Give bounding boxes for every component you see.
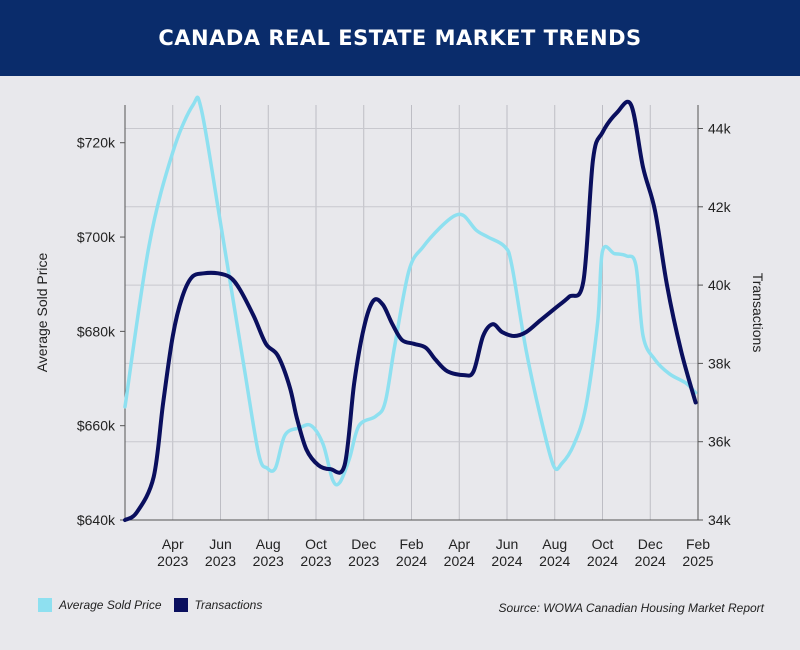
x-tick-label: Apr: [448, 536, 470, 552]
y-left-tick-label: $660k: [77, 418, 116, 434]
legend-swatch-price: [38, 598, 52, 612]
series-lines: [123, 95, 698, 522]
x-tick-label: Oct: [305, 536, 327, 552]
y-right-tick-label: 34k: [708, 512, 732, 528]
x-tick-label: 2025: [682, 553, 713, 569]
series-line-average-sold-price: [123, 95, 698, 487]
x-tick-label: Feb: [686, 536, 710, 552]
y-left-tick-label: $680k: [77, 323, 116, 339]
y-right-tick-label: 38k: [708, 355, 732, 371]
x-tick-label: 2024: [491, 553, 522, 569]
y-right-tick-label: 44k: [708, 120, 732, 136]
y-left-tick-label: $720k: [77, 135, 116, 151]
x-tick-label: Dec: [638, 536, 663, 552]
y-left-axis-title: Average Sold Price: [34, 252, 50, 372]
chart-header: CANADA REAL ESTATE MARKET TRENDS: [0, 0, 800, 76]
y-right-tick-label: 40k: [708, 277, 732, 293]
x-tick-label: 2023: [157, 553, 188, 569]
x-tick-label: Aug: [256, 536, 281, 552]
x-tick-label: Oct: [592, 536, 614, 552]
axis-labels: Apr2023Jun2023Aug2023Oct2023Dec2023Feb20…: [34, 120, 766, 569]
legend: Average Sold Price Transactions: [38, 598, 262, 612]
legend-label-price: Average Sold Price: [59, 598, 162, 612]
x-tick-label: 2023: [300, 553, 331, 569]
y-right-tick-label: 36k: [708, 434, 732, 450]
chart-title: CANADA REAL ESTATE MARKET TRENDS: [158, 26, 642, 50]
x-tick-label: 2024: [396, 553, 427, 569]
x-tick-label: 2024: [444, 553, 475, 569]
x-tick-label: Jun: [209, 536, 232, 552]
x-tick-label: Aug: [542, 536, 567, 552]
y-right-axis-title: Transactions: [750, 273, 766, 353]
x-tick-label: 2024: [587, 553, 618, 569]
x-tick-label: 2024: [539, 553, 570, 569]
x-tick-label: 2023: [253, 553, 284, 569]
legend-item-transactions: Transactions: [173, 598, 263, 612]
x-tick-label: Feb: [399, 536, 423, 552]
x-tick-label: 2023: [205, 553, 236, 569]
x-tick-label: Jun: [496, 536, 519, 552]
y-right-tick-label: 42k: [708, 199, 732, 215]
legend-swatch-transactions: [173, 598, 188, 612]
x-tick-label: Dec: [351, 536, 376, 552]
legend-label-transactions: Transactions: [194, 598, 263, 612]
source-note: Source: WOWA Canadian Housing Market Rep…: [498, 601, 764, 615]
x-tick-label: 2024: [635, 553, 666, 569]
series-line-transactions: [123, 99, 698, 522]
legend-item-price: Average Sold Price: [38, 598, 162, 612]
y-left-tick-label: $640k: [77, 512, 116, 528]
y-left-tick-label: $700k: [77, 229, 116, 245]
x-tick-label: 2023: [348, 553, 379, 569]
x-tick-label: Apr: [162, 536, 184, 552]
axes: [120, 105, 703, 521]
